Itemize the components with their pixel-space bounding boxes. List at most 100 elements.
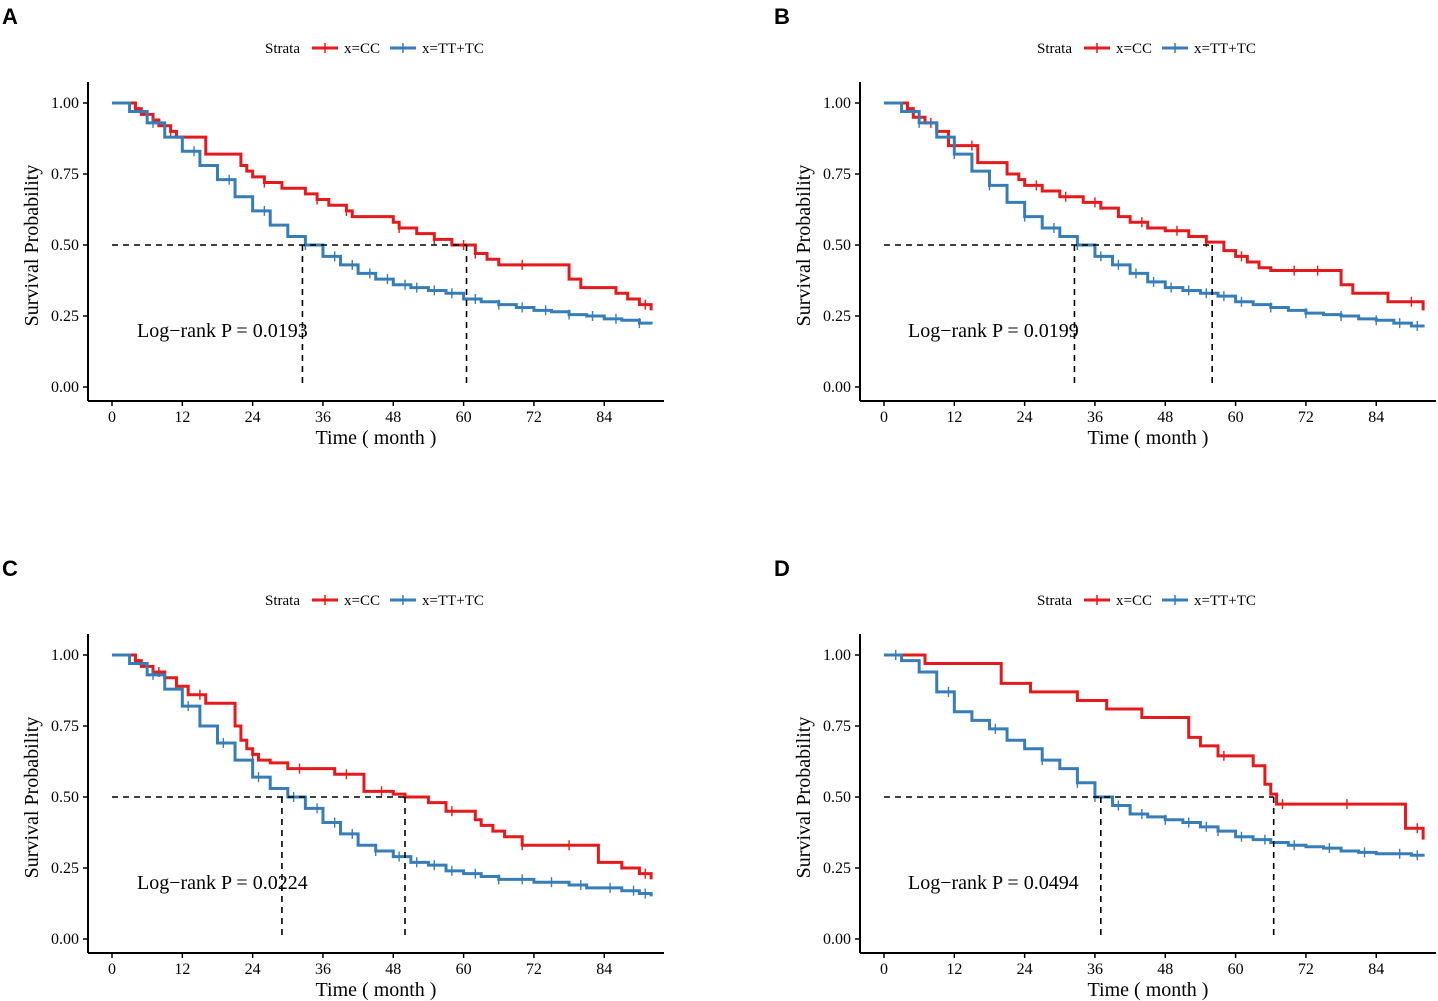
survival-curve (112, 101, 653, 311)
x-tick-label: 84 (1368, 409, 1384, 426)
series-cc (112, 101, 653, 311)
x-tick-label: 12 (946, 961, 962, 978)
survival-curve (884, 101, 1425, 328)
legend-label: x=TT+TC (422, 593, 484, 609)
x-tick-label: 0 (880, 961, 888, 978)
x-tick-label: 84 (1368, 961, 1384, 978)
x-tick-label: 72 (1298, 961, 1314, 978)
legend: Strata x=CC x=TT+TC (1037, 593, 1256, 609)
x-tick-label: 48 (385, 409, 401, 426)
legend-key-cc: x=CC (312, 593, 380, 609)
x-tick-label: 72 (1298, 409, 1314, 426)
median-lines (884, 796, 1275, 939)
legend-title: Strata (1037, 593, 1072, 609)
y-tick-label: 0.50 (823, 237, 851, 254)
legend-title: Strata (1037, 41, 1072, 57)
x-axis-title: Time ( month ) (316, 979, 437, 1001)
axes: 0.00 0.25 0.50 0.75 1.00 0 12 24 36 48 60 72 84 Time … (21, 82, 664, 449)
series-tttc (884, 101, 1425, 331)
series-tttc (112, 653, 653, 899)
x-tick-label: 12 (946, 409, 962, 426)
y-axis-title: Survival Probability (793, 717, 815, 879)
legend-label: x=TT+TC (1194, 593, 1256, 609)
x-tick-label: 24 (245, 961, 261, 978)
survival-curve (112, 653, 653, 897)
logrank-annotation: Log−rank P = 0.0199 (908, 320, 1079, 342)
y-tick-label: 0.00 (823, 379, 851, 396)
legend: Strata x=CC x=TT+TC (265, 593, 484, 609)
y-tick-label: 0.50 (51, 237, 79, 254)
x-axis-title: Time ( month ) (1088, 979, 1209, 1001)
panel-letter: C (2, 556, 18, 581)
x-tick-label: 0 (108, 409, 116, 426)
x-tick-label: 24 (1017, 409, 1033, 426)
x-tick-label: 36 (315, 409, 331, 426)
legend-key-cc: x=CC (1084, 593, 1152, 609)
y-tick-label: 0.50 (823, 789, 851, 806)
x-axis-title: Time ( month ) (316, 427, 437, 449)
y-tick-label: 0.25 (823, 860, 851, 877)
y-tick-label: 0.75 (823, 166, 851, 183)
series-tttc (884, 650, 1425, 861)
legend-label: x=CC (344, 593, 380, 609)
x-tick-label: 84 (596, 961, 612, 978)
x-tick-label: 24 (1017, 961, 1033, 978)
x-tick-label: 60 (1228, 409, 1244, 426)
x-tick-label: 60 (456, 961, 472, 978)
x-tick-label: 84 (596, 409, 612, 426)
survival-curve (884, 653, 1425, 840)
legend-title: Strata (265, 41, 300, 57)
y-tick-label: 0.75 (51, 718, 79, 735)
legend-label: x=CC (344, 41, 380, 57)
logrank-annotation: Log−rank P = 0.0193 (137, 320, 308, 342)
logrank-annotation: Log−rank P = 0.0224 (137, 872, 308, 894)
y-tick-label: 0.00 (51, 931, 79, 948)
x-tick-label: 48 (385, 961, 401, 978)
x-tick-label: 12 (174, 961, 190, 978)
median-lines (112, 796, 406, 939)
y-tick-label: 0.25 (51, 860, 79, 877)
x-tick-label: 0 (880, 409, 888, 426)
axes: 0.00 0.25 0.50 0.75 1.00 0 12 24 36 48 60 72 84 Time … (793, 82, 1436, 449)
x-tick-label: 48 (1157, 409, 1173, 426)
x-tick-label: 60 (456, 409, 472, 426)
survival-curve (884, 101, 1425, 311)
x-axis-title: Time ( month ) (1088, 427, 1209, 449)
logrank-annotation: Log−rank P = 0.0494 (908, 872, 1079, 894)
legend-label: x=CC (1116, 593, 1152, 609)
median-lines (112, 244, 468, 387)
survival-curve (884, 653, 1425, 857)
y-tick-label: 1.00 (51, 95, 79, 112)
y-tick-label: 0.25 (823, 308, 851, 325)
legend-label: x=TT+TC (422, 41, 484, 57)
x-tick-label: 12 (174, 409, 190, 426)
panel-b: B Strata x=CC x=TT+TC 0.00 0.25 0.50 0.75 1.00 0 1… (774, 4, 1436, 449)
legend-key-cc: x=CC (312, 41, 380, 57)
panel-a: A Strata x=CC x=TT+TC 0.00 0.25 0.50 0.75 1.00 0 1… (2, 4, 664, 449)
y-tick-label: 0.75 (823, 718, 851, 735)
legend: Strata x=CC x=TT+TC (1037, 41, 1256, 57)
y-tick-label: 1.00 (51, 647, 79, 664)
x-tick-label: 36 (315, 961, 331, 978)
axes: 0.00 0.25 0.50 0.75 1.00 0 12 24 36 48 60 72 84 Time … (21, 634, 664, 1001)
legend-label: x=CC (1116, 41, 1152, 57)
x-tick-label: 48 (1157, 961, 1173, 978)
x-tick-label: 0 (108, 961, 116, 978)
series-tttc (112, 101, 653, 329)
panel-d: D Strata x=CC x=TT+TC 0.00 0.25 0.50 0.75 1.00 0 1… (774, 556, 1436, 1001)
panel-letter: B (774, 4, 790, 29)
series-cc (112, 653, 653, 880)
x-tick-label: 72 (526, 409, 542, 426)
legend-label: x=TT+TC (1194, 41, 1256, 57)
panel-letter: A (2, 4, 18, 29)
y-tick-label: 0.00 (51, 379, 79, 396)
y-tick-label: 1.00 (823, 647, 851, 664)
y-tick-label: 0.50 (51, 789, 79, 806)
x-tick-label: 36 (1087, 409, 1103, 426)
y-axis-title: Survival Probability (793, 165, 815, 327)
survival-curve (112, 653, 653, 880)
panel-c: C Strata x=CC x=TT+TC 0.00 0.25 0.50 0.75 1.00 0 1… (2, 556, 664, 1001)
y-tick-label: 0.25 (51, 308, 79, 325)
legend: Strata x=CC x=TT+TC (265, 41, 484, 57)
